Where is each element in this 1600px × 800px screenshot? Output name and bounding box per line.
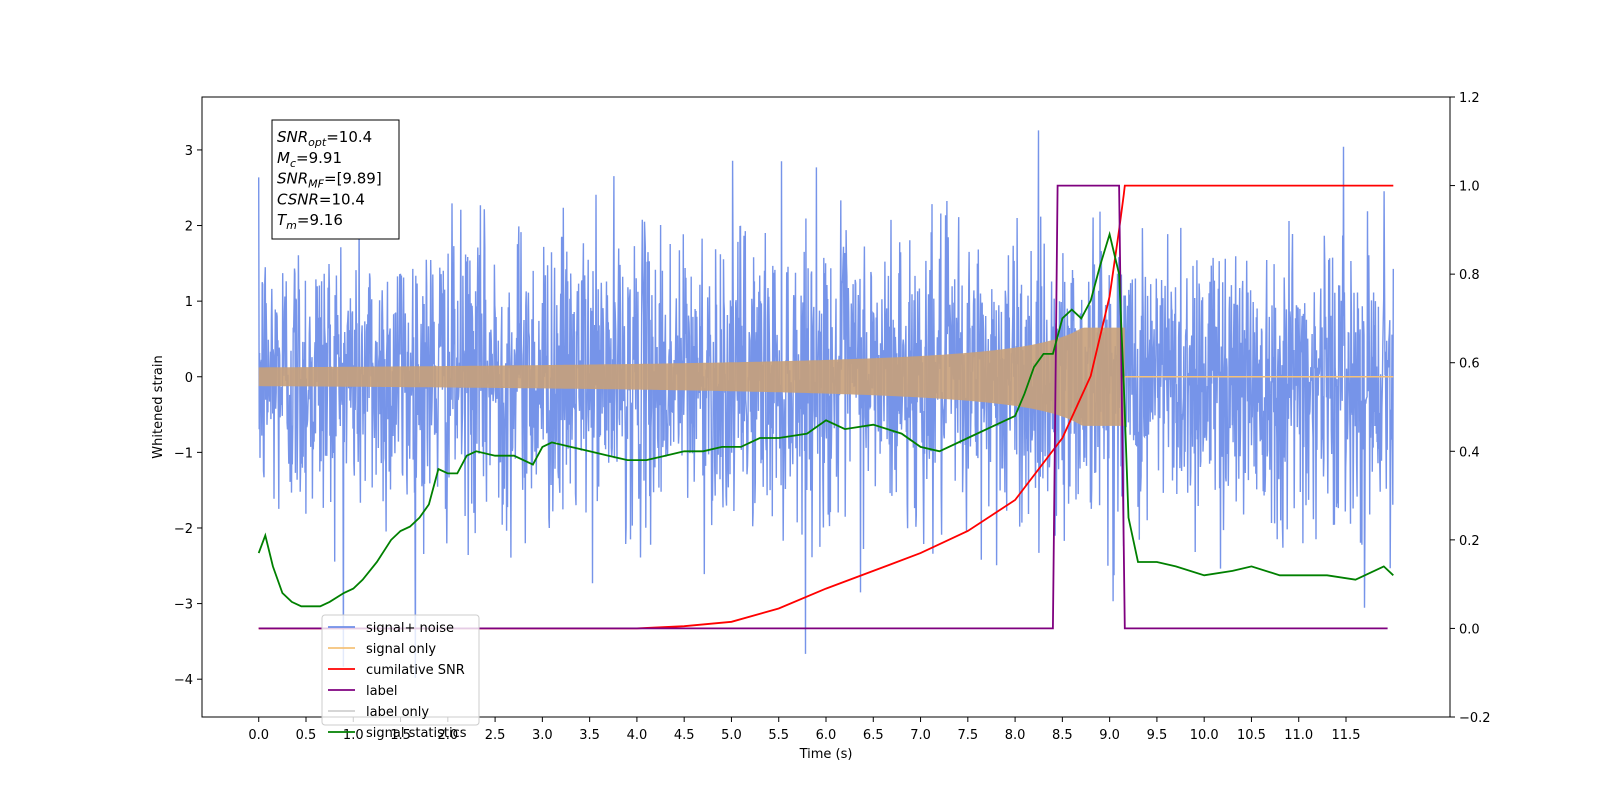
x-tick-label: 1.5 (390, 728, 411, 743)
legend-frame (321, 614, 480, 726)
x-tick-label: 2.0 (437, 728, 458, 743)
x-axis-label: Time (s) (799, 747, 853, 762)
y-tick-label: 0 (185, 371, 193, 386)
x-tick-label: 4.5 (674, 728, 695, 743)
x-tick-label: 11.5 (1332, 728, 1361, 743)
stats-box-frame (271, 119, 400, 240)
y-tick-label: 2 (185, 220, 193, 235)
stat-line: SNRMF=[9.89] (277, 170, 382, 191)
x-tick-label: 5.5 (768, 728, 789, 743)
legend-label: signal statistics (366, 726, 467, 741)
series-signal-only (258, 327, 1125, 426)
legend-label: cumilative SNR (366, 663, 465, 678)
series-signal-statistics (257, 230, 1394, 608)
x-tick-label: 3.0 (532, 728, 553, 743)
x-tick-label: 4.0 (627, 728, 648, 743)
y-tick-label: −4 (174, 673, 193, 688)
x-tick-label: 6.0 (816, 728, 837, 743)
x-tick-label: 10.0 (1190, 728, 1219, 743)
legend: signal+ noise signal only cumilative SNR la… (321, 614, 480, 741)
y2-tick-label: 0.4 (1459, 445, 1480, 460)
y2-tick-label: 1.0 (1459, 180, 1480, 195)
x-tick-label: 2.5 (485, 728, 506, 743)
x-tick-label: 9.5 (1147, 728, 1168, 743)
y-axis-right: 1.2 1.0 0.8 0.6 0.4 0.2 0.0 −0.2 (1450, 91, 1491, 726)
x-tick-label: 7.0 (910, 728, 931, 743)
x-tick-label: 9.0 (1099, 728, 1120, 743)
x-tick-label: 3.5 (579, 728, 600, 743)
stat-line: CSNR=10.4 (277, 190, 365, 208)
stat-line: Mc=9.91 (277, 149, 342, 170)
x-tick-label: 7.5 (957, 728, 978, 743)
y2-tick-label: 0.6 (1459, 357, 1480, 372)
plot-area (257, 130, 1394, 679)
legend-label: signal+ noise (366, 621, 454, 636)
y-tick-label: −3 (174, 598, 193, 613)
series-cumilative-snr (258, 184, 1394, 630)
x-tick-label: 0.0 (248, 728, 269, 743)
y-tick-label: −2 (174, 522, 193, 537)
legend-label: signal only (366, 642, 436, 657)
y2-tick-label: 0.0 (1459, 622, 1480, 637)
y2-tick-label: 1.2 (1459, 91, 1480, 106)
x-tick-label: 8.5 (1052, 728, 1073, 743)
x-tick-label: 5.0 (721, 728, 742, 743)
x-tick-label: 0.5 (296, 728, 317, 743)
x-tick-label: 10.5 (1237, 728, 1266, 743)
x-tick-label: 6.5 (863, 728, 884, 743)
legend-label: label only (366, 705, 429, 720)
stat-line: SNRopt=10.4 (277, 128, 372, 149)
y2-tick-label: 0.2 (1459, 534, 1480, 549)
series-signal-plus-noise (258, 130, 1394, 679)
y2-tick-label: 0.8 (1459, 268, 1480, 283)
x-tick-label: 8.0 (1005, 728, 1026, 743)
y-tick-label: 1 (185, 295, 193, 310)
x-tick-label: 11.0 (1284, 728, 1313, 743)
stat-line: Tm=9.16 (277, 211, 343, 232)
legend-label: label (366, 684, 397, 699)
y-tick-label: 3 (185, 144, 193, 159)
y-tick-label: −1 (174, 446, 193, 461)
y2-tick-label: −0.2 (1459, 711, 1491, 726)
series-label (258, 184, 1388, 630)
y-axis-label: Whitened strain (151, 355, 166, 458)
y-axis-left: 3 2 1 0 −1 −2 −3 −4 (174, 144, 202, 688)
x-tick-label: 1.0 (343, 728, 364, 743)
